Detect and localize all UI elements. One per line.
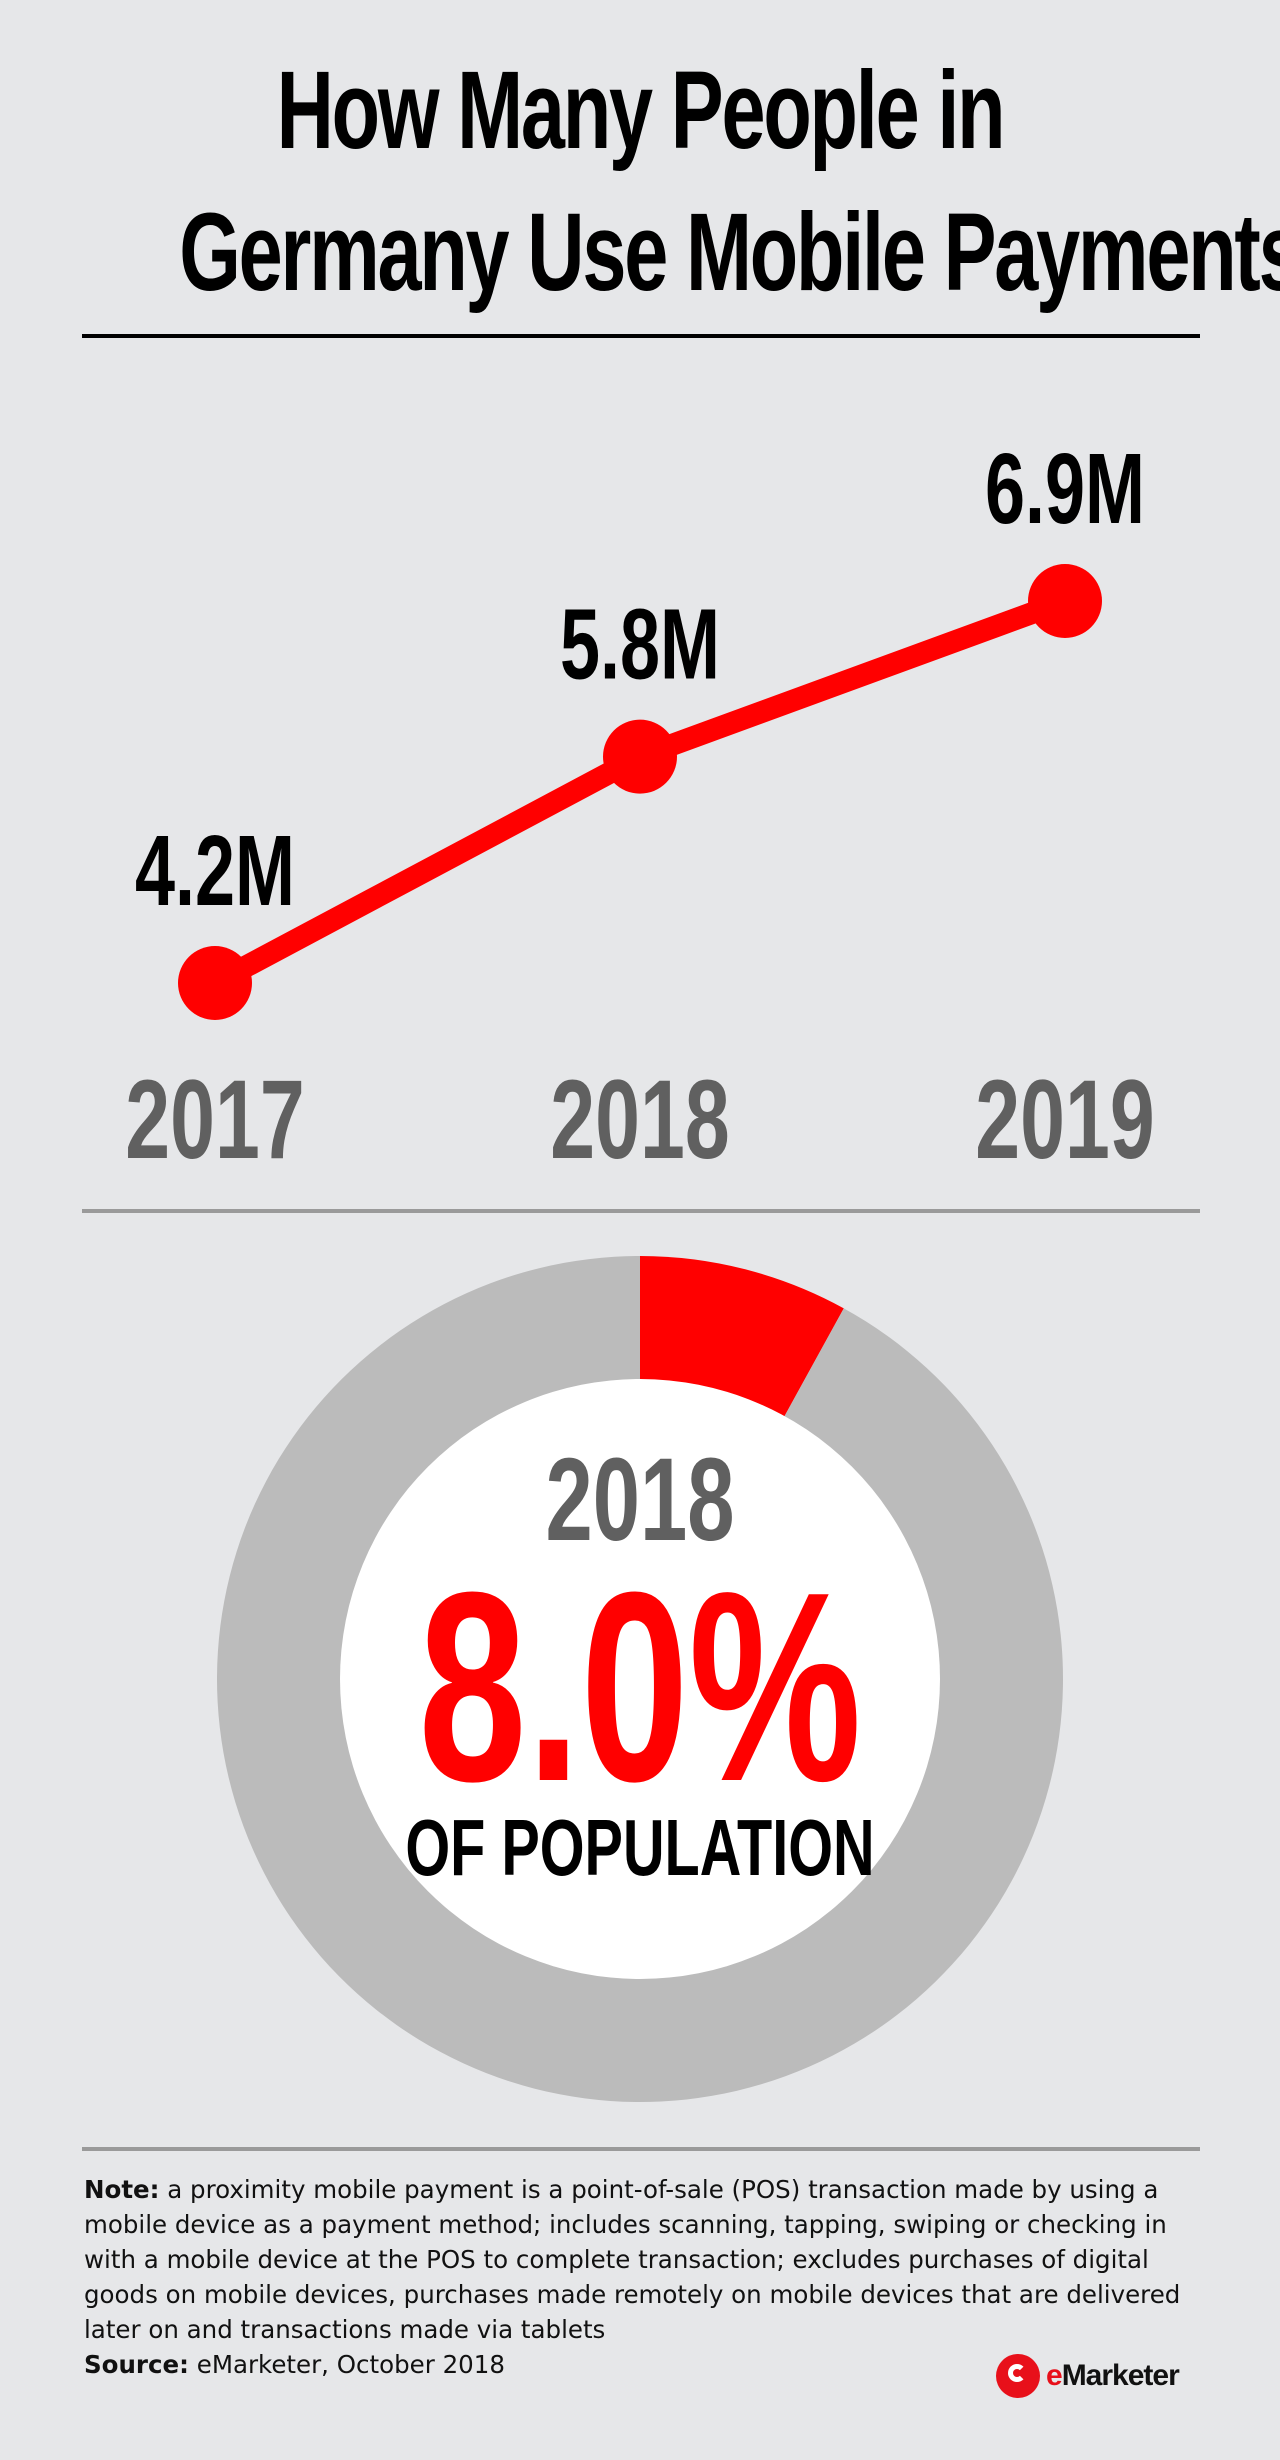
donut-center-value: 8.0%	[418, 1536, 861, 1838]
x-tick-label-2019: 2019	[975, 1057, 1154, 1182]
data-point-2019	[1028, 564, 1102, 638]
note-text: a proximity mobile payment is a point-of…	[84, 2175, 1181, 2344]
footer-notes: Note: a proximity mobile payment is a po…	[84, 2172, 1204, 2382]
donut-center-caption: OF POPULATION	[405, 1803, 874, 1893]
data-label-2017: 4.2M	[135, 815, 295, 926]
line-chart: 4.2M 2017 5.8M 2018 6.9M 2019	[125, 433, 1154, 1182]
emarketer-logo: eMarketer	[996, 2350, 1180, 2402]
logo-text-rest: Marketer	[1061, 2359, 1180, 2392]
source-text: eMarketer, October 2018	[188, 2350, 505, 2379]
donut-center-year: 2018	[546, 1433, 735, 1565]
footer-divider	[82, 2147, 1200, 2151]
emarketer-logo-text: eMarketer	[1046, 2359, 1180, 2393]
section-divider	[82, 1209, 1200, 1213]
emarketer-logo-icon	[996, 2354, 1040, 2398]
data-point-2017	[178, 946, 252, 1020]
x-tick-label-2018: 2018	[550, 1057, 729, 1182]
note-label: Note:	[84, 2175, 160, 2204]
data-label-2018: 5.8M	[560, 589, 720, 700]
chart-title-line-1: How Many People in	[276, 49, 1006, 172]
logo-text-e: e	[1046, 2359, 1063, 2392]
note-paragraph: Note: a proximity mobile payment is a po…	[84, 2172, 1204, 2347]
data-point-2018	[603, 719, 677, 794]
data-label-2019: 6.9M	[985, 433, 1145, 544]
chart-title-line-2: Germany Use Mobile Payments	[179, 191, 1280, 314]
source-label: Source:	[84, 2350, 189, 2379]
source-line: Source: eMarketer, October 2018	[84, 2347, 1204, 2382]
chart-title: How Many People in Germany Use Mobile Pa…	[179, 40, 1280, 324]
donut-center	[340, 1379, 940, 1979]
title-divider	[82, 334, 1200, 338]
x-tick-label-2017: 2017	[125, 1057, 304, 1182]
